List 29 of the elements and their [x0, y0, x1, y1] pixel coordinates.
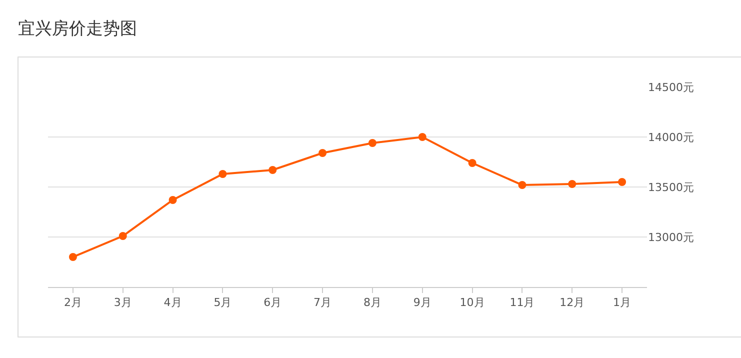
x-tick-label: 3月 — [114, 296, 132, 310]
x-tick-label: 7月 — [314, 296, 332, 310]
x-tick-label: 9月 — [413, 296, 432, 310]
x-tick-label: 1月 — [613, 296, 632, 310]
point — [268, 166, 277, 174]
x-tick-label: 5月 — [214, 296, 232, 310]
y-tick-label: 14500元 — [648, 80, 694, 94]
y-tick-label: 13500元 — [648, 180, 694, 194]
y-tick-label: 13000元 — [648, 230, 694, 244]
x-tick-label: 4月 — [164, 296, 182, 310]
point — [518, 181, 526, 189]
x-tick-label: 2月 — [64, 296, 82, 310]
point — [118, 232, 127, 240]
x-tick-label: 12月 — [560, 296, 585, 310]
chart-title: 宜兴房价走势图 — [18, 18, 137, 39]
point — [168, 196, 177, 204]
x-tick-label: 8月 — [363, 296, 382, 310]
point — [68, 253, 77, 261]
x-tick-label: 6月 — [264, 296, 282, 310]
point — [318, 149, 327, 157]
point — [368, 139, 376, 147]
point — [418, 133, 426, 141]
y-tick-label: 14000元 — [648, 130, 694, 144]
point — [218, 170, 227, 178]
point — [568, 180, 576, 188]
x-tick-label: 10月 — [460, 296, 485, 310]
point — [468, 159, 476, 167]
x-tick-label: 11月 — [510, 296, 535, 310]
point — [618, 178, 626, 186]
